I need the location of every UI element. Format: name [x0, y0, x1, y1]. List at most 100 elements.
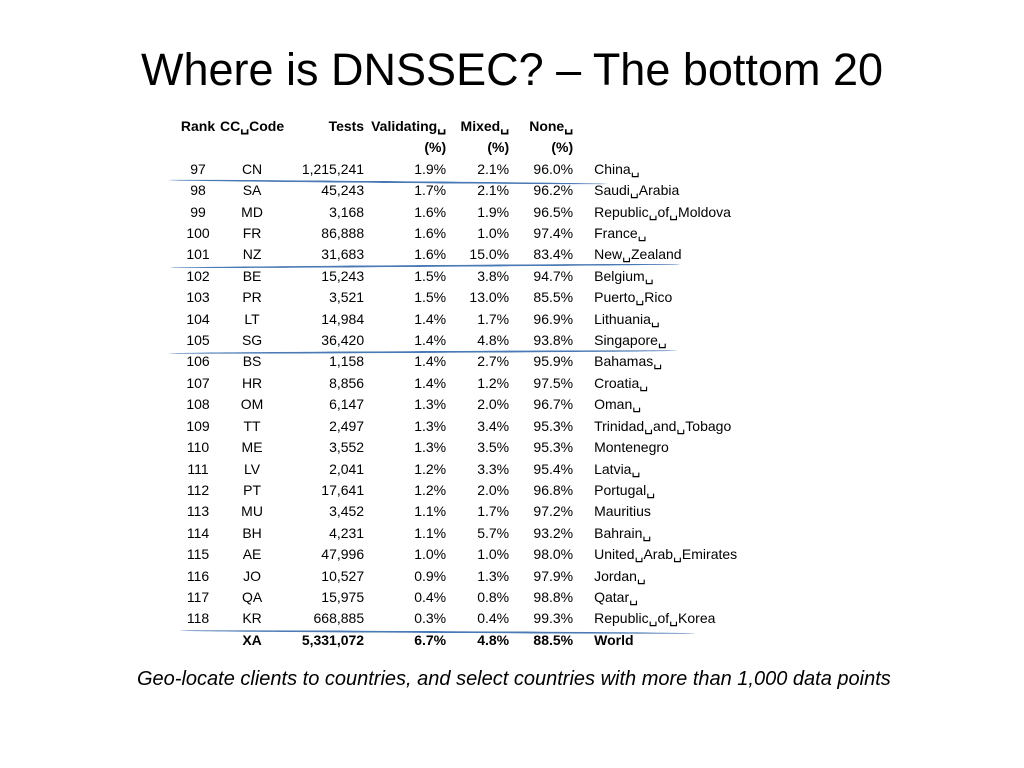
table-row: 118 KR 668,885 0.3% 0.4% 99.3% Republic␣of␣Kor…	[176, 608, 737, 629]
cell-mixed: 2.1%	[477, 160, 510, 177]
cell-none: 88.5%	[533, 631, 574, 648]
cell-tests: 2,041	[329, 460, 365, 477]
cell-tests: 3,552	[329, 439, 365, 456]
cell-tests: 31,683	[321, 246, 365, 263]
cell-mixed: 0.4%	[477, 610, 510, 627]
cell-none: 95.9%	[533, 353, 574, 370]
cell-none: 96.9%	[533, 310, 574, 327]
cell-mixed: 1.9%	[477, 203, 510, 220]
table-body: 97 CN 1,215,241 1.9% 2.1% 96.0% China␣ 98 SA 45,2…	[176, 159, 737, 651]
header-cc-code: CC␣Code	[220, 118, 285, 134]
cell-rank: 104	[186, 310, 210, 327]
cell-country: New␣Zealand	[594, 246, 682, 263]
table-row: 97 CN 1,215,241 1.9% 2.1% 96.0% China␣	[176, 159, 737, 180]
cell-rank: 100	[186, 225, 210, 242]
cell-validating: 0.9%	[414, 567, 447, 584]
cell-validating: 1.3%	[414, 396, 447, 413]
cell-cc: SG	[241, 332, 263, 349]
cell-rank: 111	[187, 460, 209, 477]
cell-cc: JO	[243, 567, 261, 584]
cell-none: 98.8%	[533, 588, 574, 605]
header-none: None␣	[529, 118, 574, 134]
cell-tests: 1,158	[329, 353, 365, 370]
table-row: 114 BH 4,231 1.1% 5.7% 93.2% Bahrain␣	[176, 523, 737, 544]
cell-mixed: 5.7%	[477, 524, 510, 541]
cell-country: United␣Arab␣Emirates	[594, 546, 738, 563]
table-row: 102 BE 15,243 1.5% 3.8% 94.7% Belgium␣	[176, 266, 737, 287]
header-validating-unit: (%)	[424, 139, 447, 156]
cell-mixed: 3.5%	[477, 439, 510, 456]
cell-rank: 106	[186, 353, 210, 370]
cell-cc: BS	[242, 353, 262, 370]
header-country	[573, 116, 737, 137]
cell-none: 83.4%	[533, 246, 574, 263]
cell-validating: 1.5%	[414, 267, 447, 284]
cell-rank: 103	[186, 289, 210, 306]
cell-none: 99.3%	[533, 610, 574, 627]
header-none-unit: (%)	[551, 139, 574, 156]
cell-mixed: 1.3%	[477, 567, 510, 584]
cell-none: 97.9%	[533, 567, 574, 584]
cell-mixed: 0.8%	[477, 588, 510, 605]
cell-cc: FR	[242, 225, 262, 242]
cell-validating: 1.7%	[414, 182, 447, 199]
table-row: 103 PR 3,521 1.5% 13.0% 85.5% Puerto␣Rico	[176, 287, 737, 308]
cell-country: Singapore␣	[594, 332, 667, 349]
cell-tests: 17,641	[321, 481, 365, 498]
cell-rank: 105	[186, 332, 210, 349]
cell-mixed: 2.0%	[477, 396, 510, 413]
cell-none: 93.8%	[533, 332, 574, 349]
cell-tests: 2,497	[329, 417, 365, 434]
table-row: 109 TT 2,497 1.3% 3.4% 95.3% Trinidad␣and␣Toba…	[176, 416, 737, 437]
table-header-unit-row: (%) (%) (%)	[176, 137, 737, 158]
cell-mixed: 15.0%	[469, 246, 510, 263]
cell-rank: 102	[186, 267, 210, 284]
cell-validating: 1.6%	[414, 246, 447, 263]
cell-none: 97.5%	[533, 374, 574, 391]
cell-rank: 101	[186, 246, 210, 263]
cell-tests: 47,996	[321, 546, 365, 563]
cell-rank: 118	[186, 610, 210, 627]
cell-mixed: 1.0%	[477, 225, 510, 242]
cell-none: 96.5%	[533, 203, 574, 220]
cell-mixed: 4.8%	[477, 332, 510, 349]
cell-rank: 112	[186, 481, 210, 498]
cell-tests: 6,147	[329, 396, 365, 413]
cell-tests: 15,975	[321, 588, 365, 605]
cell-mixed: 4.8%	[477, 631, 510, 648]
cell-cc: KR	[242, 610, 262, 627]
cell-tests: 86,888	[321, 225, 365, 242]
cell-none: 97.2%	[533, 503, 574, 520]
cell-country: Republic␣of␣Moldova	[594, 203, 731, 220]
cell-rank: 99	[190, 203, 206, 220]
cell-none: 96.2%	[533, 182, 574, 199]
caption: Geo-locate clients to countries, and sel…	[137, 668, 891, 690]
cell-none: 98.0%	[533, 546, 574, 563]
cell-rank: 98	[190, 182, 206, 199]
cell-tests: 45,243	[321, 182, 365, 199]
table-row: 116 JO 10,527 0.9% 1.3% 97.9% Jordan␣	[176, 566, 737, 587]
cell-cc: QA	[241, 588, 263, 605]
cell-rank: 113	[186, 503, 210, 520]
cell-country: France␣	[594, 225, 647, 242]
cell-cc: MD	[241, 203, 263, 220]
cell-cc: TT	[243, 417, 261, 434]
cell-cc: ME	[241, 439, 263, 456]
cell-tests: 5,331,072	[301, 631, 365, 648]
cell-country: Jordan␣	[594, 567, 646, 584]
table-row: 107 HR 8,856 1.4% 1.2% 97.5% Croatia␣	[176, 373, 737, 394]
table-row: 112 PT 17,641 1.2% 2.0% 96.8% Portugal␣	[176, 480, 737, 501]
cell-rank: 114	[186, 524, 210, 541]
cell-cc: AE	[242, 546, 262, 563]
cell-country: Trinidad␣and␣Tobago	[594, 417, 732, 434]
cell-tests: 36,420	[321, 332, 365, 349]
table-row: 108 OM 6,147 1.3% 2.0% 96.7% Oman␣	[176, 394, 737, 415]
table-row: 117 QA 15,975 0.4% 0.8% 98.8% Qatar␣	[176, 587, 737, 608]
cell-country: Portugal␣	[594, 481, 656, 498]
cell-cc: CN	[241, 160, 263, 177]
cell-validating: 1.2%	[414, 460, 447, 477]
cell-validating: 1.4%	[414, 374, 447, 391]
cell-country: Bahrain␣	[594, 524, 652, 541]
cell-cc: PR	[242, 289, 262, 306]
cell-tests: 1,215,241	[301, 160, 365, 177]
